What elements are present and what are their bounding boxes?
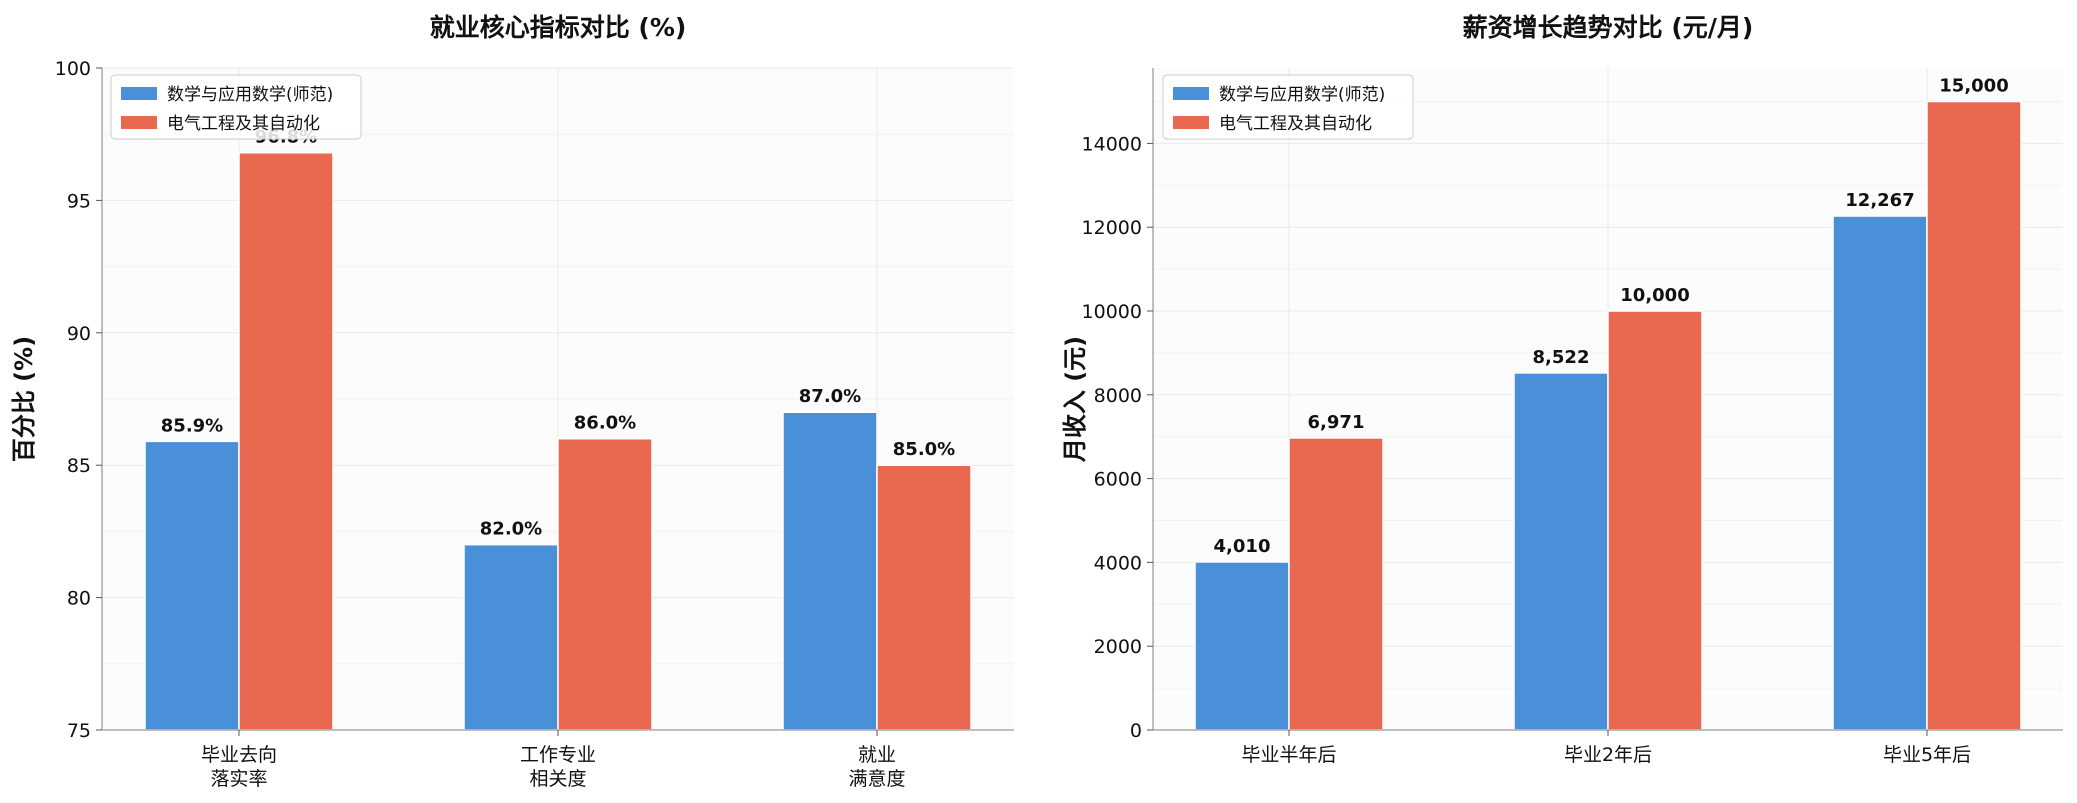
y-axis-title: 月收入 (元) [1061, 336, 1089, 463]
legend-box [110, 74, 362, 140]
y-tick-label: 2000 [1094, 636, 1142, 658]
y-tick-label: 10000 [1082, 301, 1142, 323]
data-label: 86.0% [574, 413, 636, 434]
y-tick-label: 12000 [1082, 217, 1142, 239]
bar-series-2 [557, 437, 653, 731]
legend-swatch [121, 87, 157, 100]
bar-series-2 [238, 151, 334, 731]
bar-series-1 [782, 411, 878, 731]
data-label: 87.0% [799, 386, 861, 407]
y-tick-label: 4000 [1094, 552, 1142, 574]
bar-series-1 [144, 440, 240, 731]
legend: 数学与应用数学(师范) 电气工程及其自动化 [110, 74, 362, 140]
x-tick-label: 就业满意度 [848, 744, 905, 790]
data-label: 82.0% [480, 519, 542, 540]
y-tick-label: 100 [55, 58, 91, 80]
x-tick-label: 毕业2年后 [1564, 744, 1652, 766]
y-tick-label: 85 [67, 455, 91, 477]
bar-series-2 [1288, 437, 1384, 731]
y-tick-label: 95 [67, 190, 91, 212]
data-label: 6,971 [1308, 412, 1365, 433]
chart-title: 薪资增长趋势对比 (元/月) [1463, 13, 1754, 42]
data-label: 10,000 [1620, 285, 1689, 306]
x-tick-label: 工作专业相关度 [520, 744, 596, 790]
data-label: 85.0% [893, 439, 955, 460]
y-tick-label: 0 [1130, 720, 1142, 742]
y-tick-label: 6000 [1094, 469, 1142, 491]
x-tick-label: 毕业5年后 [1883, 744, 1971, 766]
x-tick-label: 毕业去向落实率 [201, 744, 277, 790]
bar-series-1 [1194, 561, 1290, 731]
y-tick-label: 8000 [1094, 385, 1142, 407]
legend-label: 电气工程及其自动化 [167, 114, 320, 134]
y-tick-label: 80 [67, 588, 91, 610]
y-tick-label: 75 [67, 720, 91, 742]
legend-label: 数学与应用数学(师范) [1219, 85, 1385, 105]
chart-title: 就业核心指标对比 (%) [430, 13, 687, 42]
legend-label: 数学与应用数学(师范) [167, 85, 333, 105]
legend-swatch [121, 116, 157, 129]
data-label: 4,010 [1214, 536, 1271, 557]
bar-series-1 [1513, 372, 1609, 731]
legend-swatch [1173, 87, 1209, 100]
bar-series-1 [1832, 215, 1928, 731]
legend-swatch [1173, 116, 1209, 129]
bar-series-2 [876, 464, 972, 731]
x-tick-label: 毕业半年后 [1241, 744, 1336, 766]
legend-label: 电气工程及其自动化 [1219, 114, 1372, 134]
y-axis-title: 百分比 (%) [10, 336, 38, 462]
legend: 数学与应用数学(师范) 电气工程及其自动化 [1162, 74, 1414, 140]
data-label: 12,267 [1845, 190, 1914, 211]
employment-indicators-chart: 75 80 85 90 95 100 毕业去向落实率 工作专业相关度 就业满意度 85.9% 82.… [10, 13, 1014, 790]
bar-series-2 [1926, 100, 2022, 731]
y-tick-label: 90 [67, 323, 91, 345]
bar-series-1 [463, 543, 559, 731]
data-label: 8,522 [1533, 347, 1590, 368]
data-label: 15,000 [1939, 76, 2008, 97]
bar-series-2 [1607, 310, 1703, 731]
salary-growth-chart: 0 2000 4000 6000 8000 10000 12000 14000 毕业半年后 毕业2… [1061, 13, 2063, 766]
data-label: 85.9% [161, 415, 223, 436]
y-tick-label: 14000 [1082, 133, 1142, 155]
legend-box [1162, 74, 1414, 140]
